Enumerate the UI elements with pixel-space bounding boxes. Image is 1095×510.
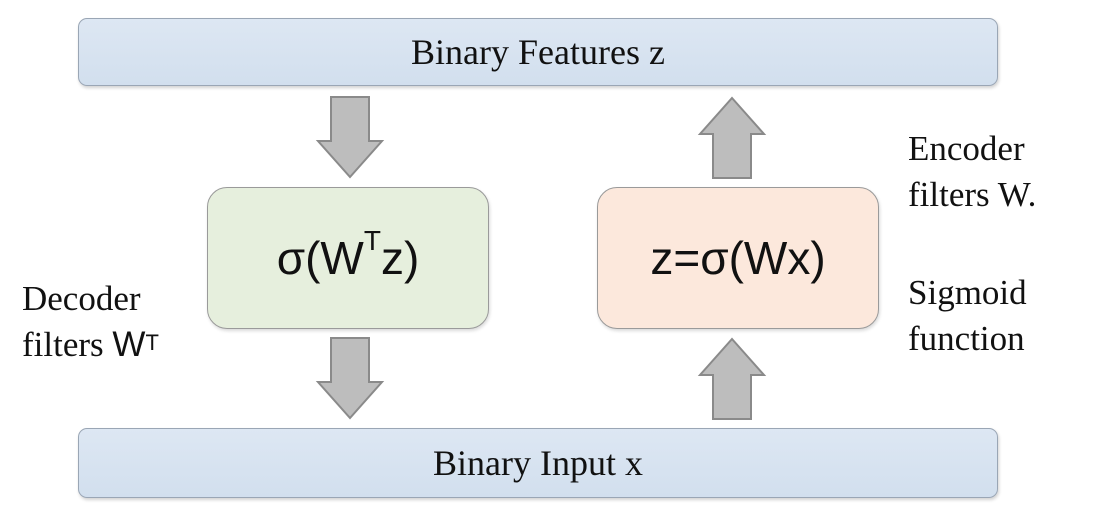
arrow-down-icon — [315, 337, 385, 420]
encoder-filters-label: Encoder filters W. — [908, 129, 1037, 214]
encoder-formula: z=σ(Wx) — [650, 232, 826, 284]
sigmoid-function-label: Sigmoid function — [908, 273, 1027, 358]
binary-input-label: Binary Input x — [433, 443, 643, 483]
binary-input-bar: Binary Input x — [78, 428, 998, 498]
arrow-up-icon — [697, 96, 767, 179]
decoder-formula-box: σ(WTz) — [207, 187, 489, 329]
binary-features-bar: Binary Features z — [78, 18, 998, 86]
arrow-up-icon — [697, 337, 767, 420]
binary-features-label: Binary Features z — [411, 32, 665, 72]
decoder-filters-label: Decoder filters WT — [22, 279, 159, 364]
encoder-formula-box: z=σ(Wx) — [597, 187, 879, 329]
decoder-formula: σ(WTz) — [276, 225, 420, 285]
arrow-down-icon — [315, 96, 385, 179]
